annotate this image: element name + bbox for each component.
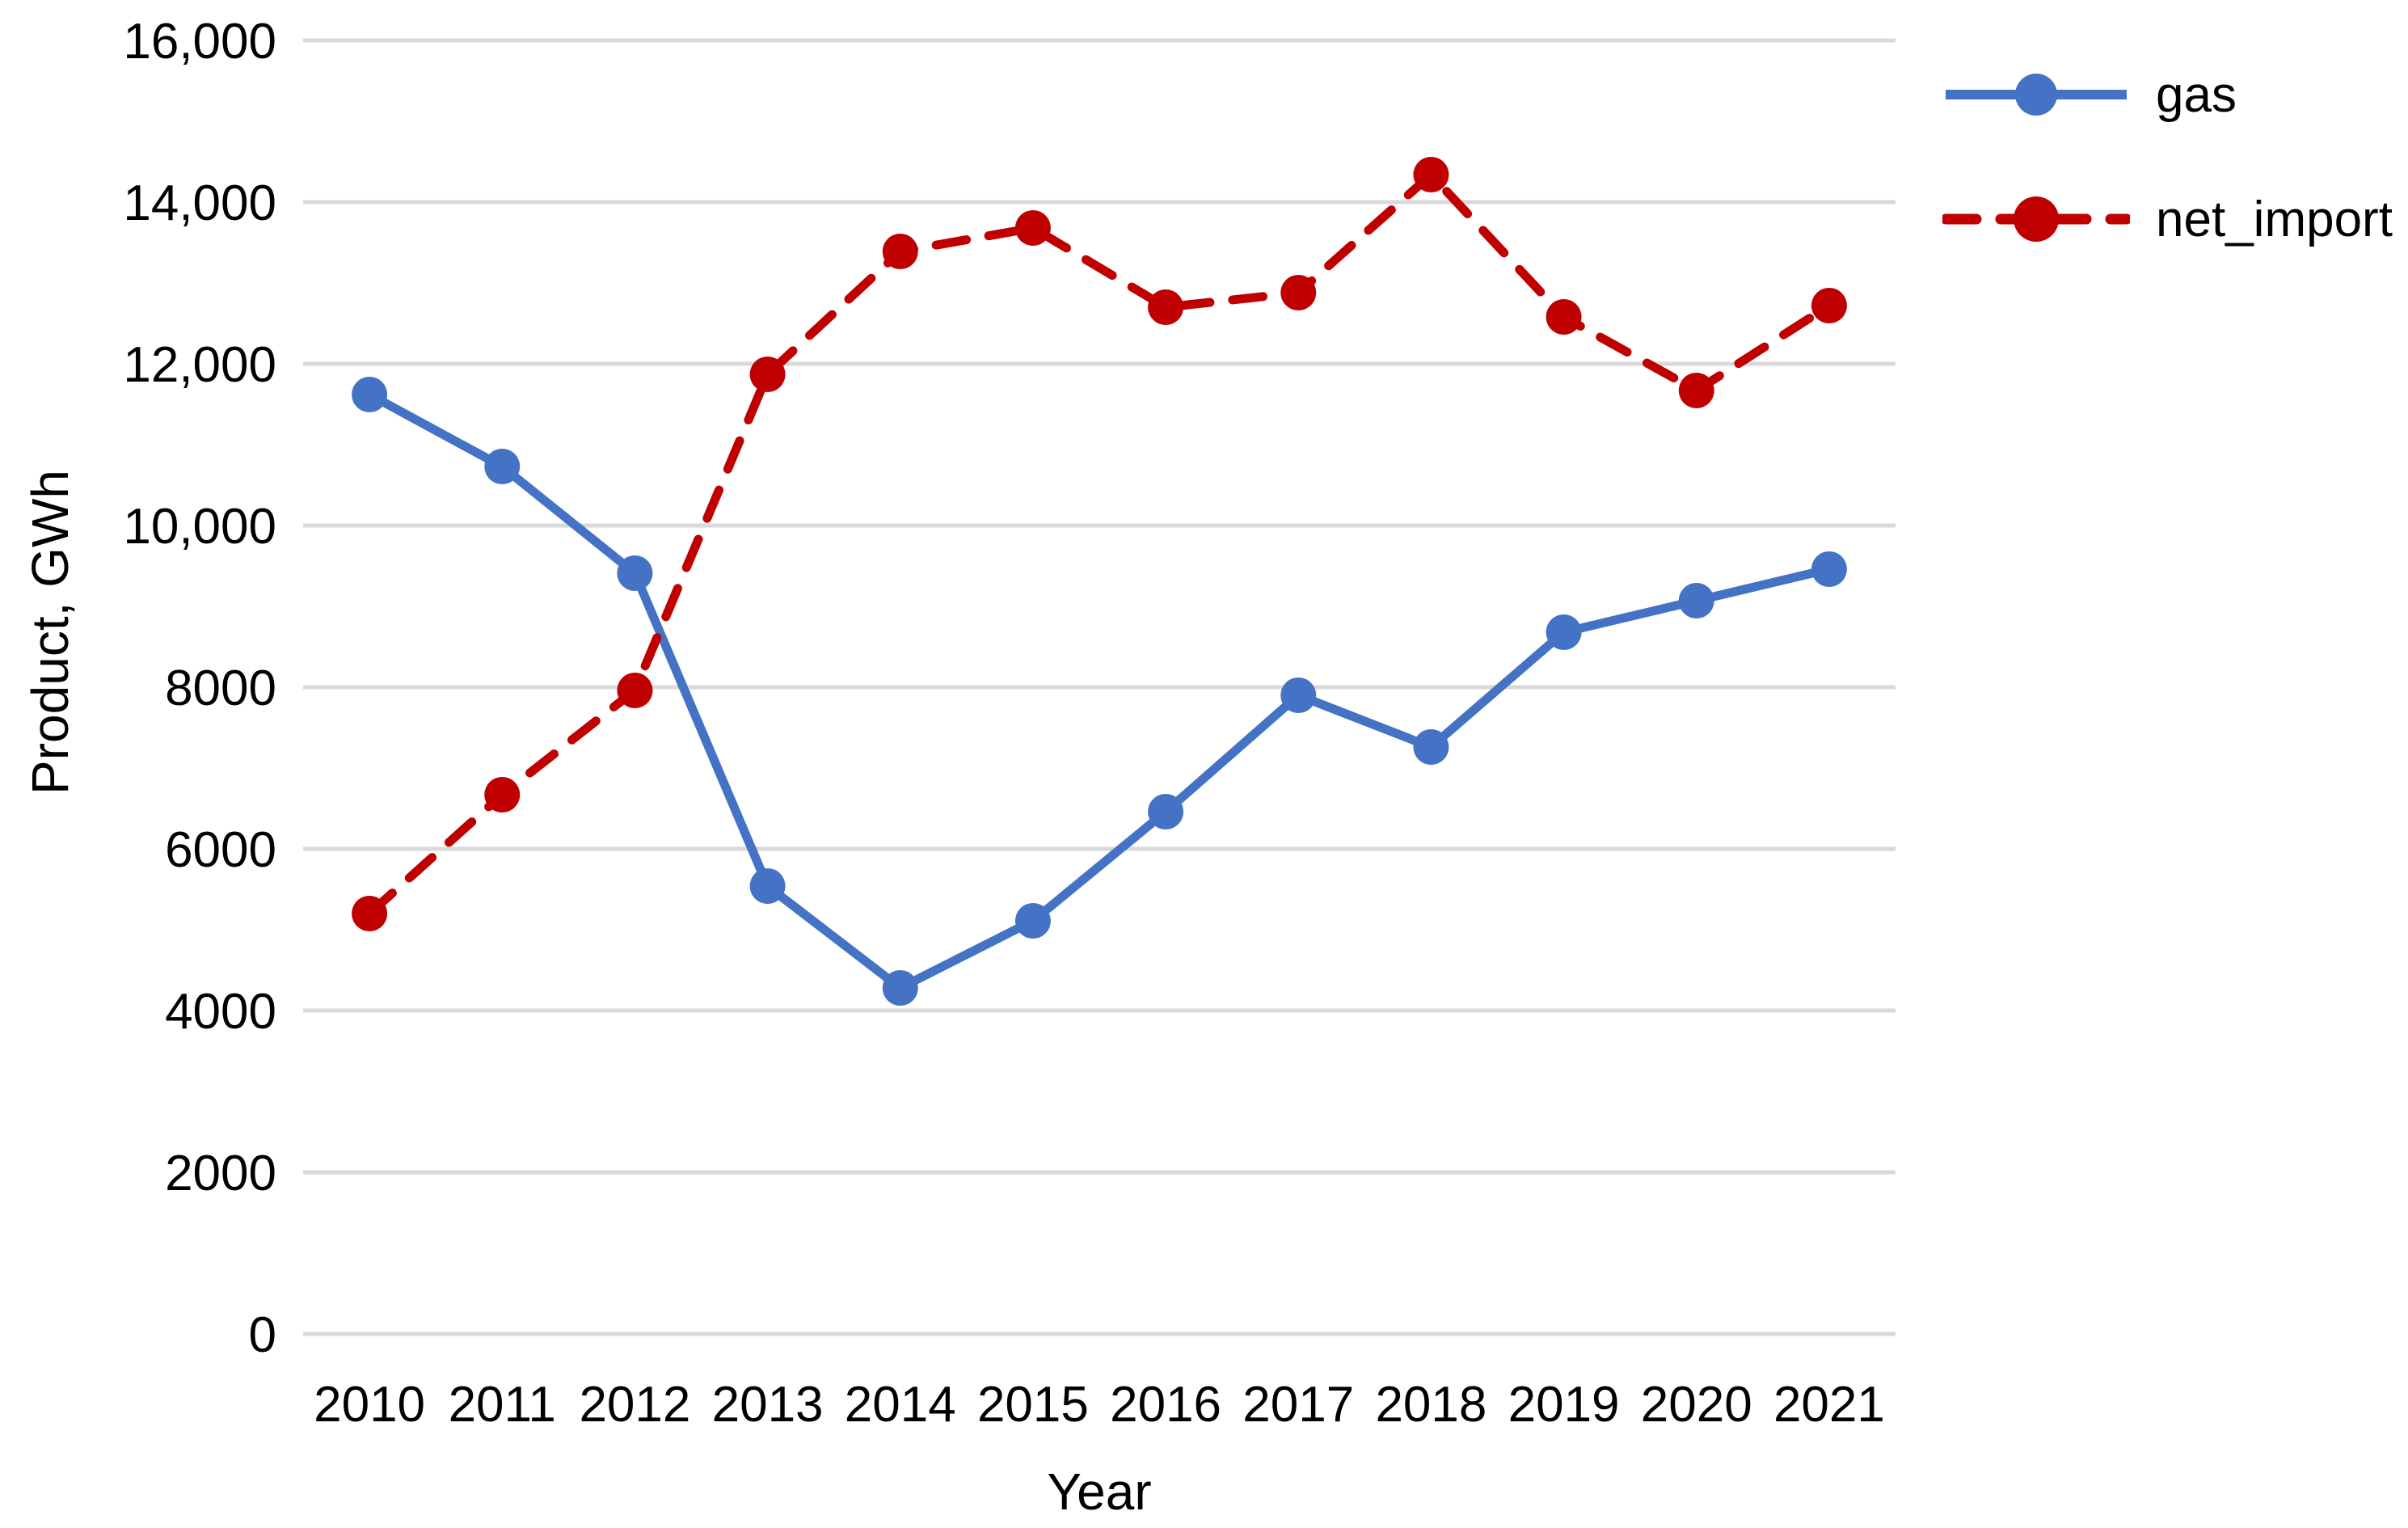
gas-marker-2011 [484, 449, 521, 484]
net_import-marker-2013 [749, 357, 786, 392]
gas-marker-2019 [1546, 614, 1582, 650]
y-tick-label: 2000 [165, 1146, 276, 1201]
gas-marker-2016 [1148, 794, 1184, 829]
x-tick-label: 2011 [449, 1377, 556, 1433]
gas-marker-2020 [1678, 583, 1714, 618]
x-axis-title: Year [1047, 1463, 1152, 1521]
net_import-marker-2012 [617, 673, 653, 708]
y-tick-label: 12,000 [123, 337, 276, 393]
x-tick-label: 2014 [845, 1377, 956, 1433]
net_import-marker-2011 [484, 777, 521, 813]
y-tick-label: 16,000 [123, 14, 276, 70]
net_import-marker-2016 [1148, 289, 1184, 325]
legend-label-gas: gas [2156, 66, 2237, 123]
gas-marker-2012 [617, 555, 653, 591]
x-tick-label: 2021 [1773, 1377, 1885, 1433]
y-axis-title: Product, GWh [21, 470, 79, 795]
gas-line-sample-icon [1946, 74, 2127, 116]
legend-item-net-import: net_import [1942, 175, 2393, 264]
net-import-line-sample-icon [1942, 196, 2130, 242]
gas-marker-2014 [882, 970, 918, 1006]
y-tick-label: 4000 [165, 984, 276, 1040]
gas-line [367, 390, 1831, 993]
x-tick-label: 2013 [712, 1377, 824, 1433]
y-tick-label: 6000 [165, 822, 276, 878]
y-tick-label: 10,000 [123, 499, 276, 555]
legend-item-gas: gas [1942, 50, 2393, 139]
y-tick-label: 0 [249, 1307, 276, 1363]
y-tick-label: 8000 [165, 661, 276, 716]
gas-marker-2021 [1811, 551, 1847, 587]
legend: gas net_import [1942, 50, 2393, 264]
net_import-marker-2021 [1811, 288, 1847, 323]
net_import-line [365, 170, 1834, 918]
net_import-marker-2019 [1546, 299, 1582, 335]
x-tick-label: 2017 [1242, 1377, 1354, 1433]
x-tick-label: 2012 [579, 1377, 690, 1433]
x-tick-label: 2019 [1508, 1377, 1620, 1433]
x-tick-label: 2018 [1375, 1377, 1487, 1433]
net_import-marker-2010 [352, 896, 388, 931]
net_import-marker-2014 [882, 234, 918, 269]
net_import-marker-2020 [1678, 373, 1714, 408]
x-tick-label: 2020 [1641, 1377, 1752, 1433]
net_import-marker-2017 [1280, 275, 1317, 310]
gas-marker-2017 [1280, 677, 1317, 713]
gas-marker-2013 [749, 868, 786, 904]
x-tick-label: 2015 [977, 1377, 1089, 1433]
gas-marker-2015 [1014, 903, 1051, 939]
net_import-marker-2015 [1014, 210, 1051, 246]
gas-marker-2010 [352, 377, 388, 412]
y-tick-label: 14,000 [123, 175, 276, 231]
gas-marker-2018 [1413, 729, 1449, 765]
x-tick-label: 2016 [1110, 1377, 1221, 1433]
x-tick-label: 2010 [314, 1377, 425, 1433]
net_import-marker-2018 [1413, 157, 1449, 192]
legend-label-net-import: net_import [2156, 191, 2393, 247]
